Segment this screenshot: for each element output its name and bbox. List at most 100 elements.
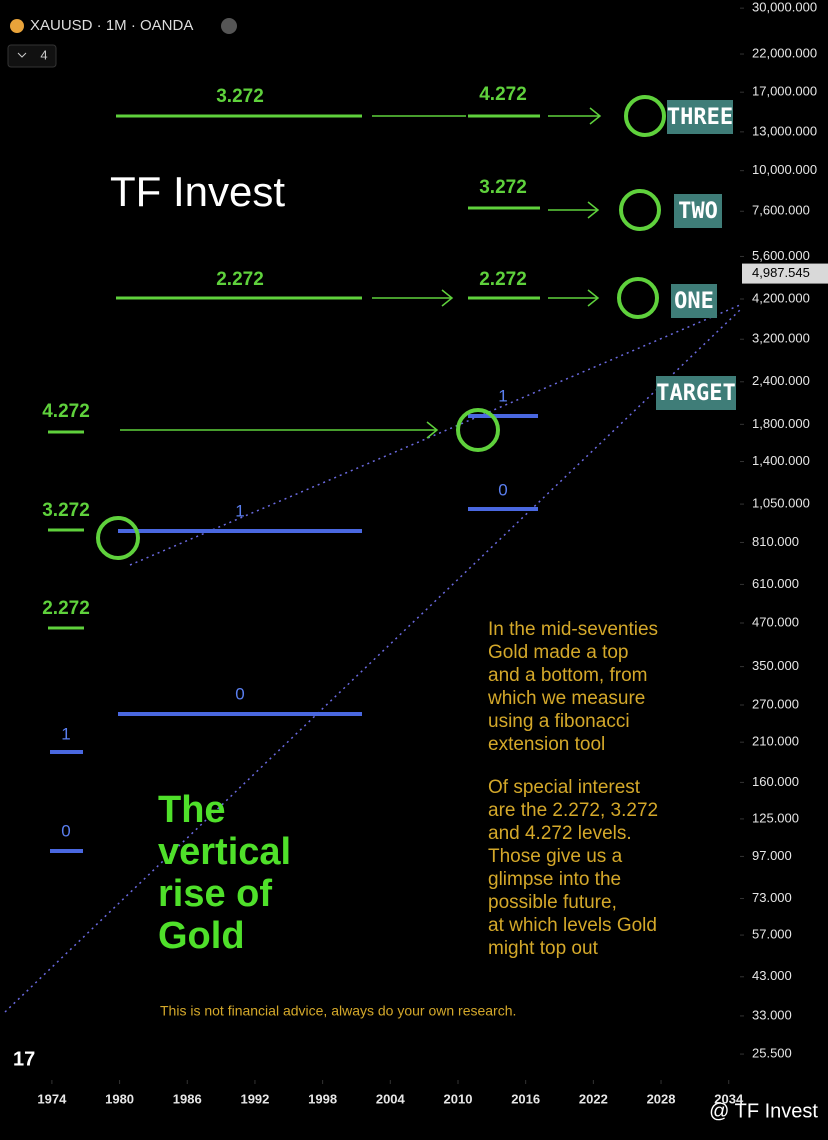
disclaimer: This is not financial advice, always do … xyxy=(160,1003,516,1019)
arrow xyxy=(548,107,602,125)
y-tick-label: 810.000 xyxy=(752,534,799,549)
top-ring xyxy=(96,516,140,560)
badge-label: TARGET xyxy=(656,381,735,406)
y-tick-label: 13,000.000 xyxy=(752,123,817,138)
x-tick-label: 1986 xyxy=(173,1091,202,1106)
arrow xyxy=(120,421,439,439)
note-line: which we measure xyxy=(487,688,645,709)
note-line: Those give us a xyxy=(488,846,623,867)
level-label: 3.272 xyxy=(216,86,264,107)
headline: rise of xyxy=(158,873,272,915)
price-tag xyxy=(742,263,828,284)
level-label: 2.272 xyxy=(42,598,90,619)
y-tick-label: 5,600.000 xyxy=(752,248,810,263)
fib-label: 0 xyxy=(498,480,507,499)
note-line: might top out xyxy=(488,938,599,959)
x-tick-label: 2016 xyxy=(511,1091,540,1106)
y-tick-label: 30,000.000 xyxy=(752,0,817,15)
y-tick-label: 97.000 xyxy=(752,848,792,863)
note-line: and a bottom, from xyxy=(488,665,647,686)
y-tick-label: 33.000 xyxy=(752,1007,792,1022)
note-line: Gold made a top xyxy=(488,642,628,663)
y-tick-label: 470.000 xyxy=(752,614,799,629)
note-line: glimpse into the xyxy=(488,869,621,890)
note-line: at which levels Gold xyxy=(488,915,657,936)
badge xyxy=(671,284,717,318)
x-tick-label: 1998 xyxy=(308,1091,337,1106)
headline: The xyxy=(158,789,226,831)
x-tick-label: 2028 xyxy=(647,1091,676,1106)
arrow xyxy=(372,289,454,307)
headline: Gold xyxy=(158,915,245,957)
target-ring xyxy=(617,277,659,319)
fib-label: 0 xyxy=(61,821,70,840)
y-tick-label: 1,400.000 xyxy=(752,453,810,468)
note-line: possible future, xyxy=(488,892,617,913)
x-tick-label: 1980 xyxy=(105,1091,134,1106)
badge xyxy=(667,100,733,134)
menu-button[interactable] xyxy=(221,18,237,34)
x-tick-label: 1974 xyxy=(37,1091,67,1106)
y-tick-label: 57.000 xyxy=(752,927,792,942)
fib-label: 1 xyxy=(61,724,70,743)
y-tick-label: 270.000 xyxy=(752,696,799,711)
y-tick-label: 25.500 xyxy=(752,1046,792,1061)
x-tick-label: 2022 xyxy=(579,1091,608,1106)
target-ring xyxy=(624,95,666,137)
chevron xyxy=(17,52,27,58)
level-label: 4.272 xyxy=(479,84,527,105)
y-tick-label: 350.000 xyxy=(752,658,799,673)
x-tick-label: 2004 xyxy=(376,1091,406,1106)
y-tick-label: 10,000.000 xyxy=(752,162,817,177)
arrow xyxy=(548,289,600,307)
y-tick-label: 125.000 xyxy=(752,810,799,825)
note-line: Of special interest xyxy=(488,777,641,798)
level-label: 2.272 xyxy=(479,269,527,290)
target-ring xyxy=(619,189,661,231)
y-tick-label: 610.000 xyxy=(752,576,799,591)
trend-line xyxy=(129,304,741,566)
y-tick-label: 73.000 xyxy=(752,890,792,905)
y-tick-label: 43.000 xyxy=(752,968,792,983)
note-line: using a fibonacci xyxy=(488,711,630,732)
y-tick-label: 1,800.000 xyxy=(752,416,810,431)
y-tick-label: 3,200.000 xyxy=(752,331,810,346)
y-tick-label: 22,000.000 xyxy=(752,45,817,60)
y-tick-label: 2,400.000 xyxy=(752,373,810,388)
x-tick-label: 2034 xyxy=(714,1091,744,1106)
title: TF Invest xyxy=(110,168,285,215)
note-line: extension tool xyxy=(488,734,605,755)
badge-label: THREE xyxy=(667,105,733,130)
indicator-count: 4 xyxy=(40,47,47,62)
badge-label: ONE xyxy=(674,289,714,314)
level-label: 4.272 xyxy=(42,401,90,422)
headline: vertical xyxy=(158,831,291,873)
badge xyxy=(656,376,736,410)
y-tick-label: 160.000 xyxy=(752,774,799,789)
x-tick-label: 1992 xyxy=(240,1091,269,1106)
note-line: In the mid-seventies xyxy=(488,619,658,640)
watermark: @ TF Invest xyxy=(709,1100,818,1122)
badge xyxy=(674,194,722,228)
level-label: 3.272 xyxy=(479,177,527,198)
y-tick-label: 210.000 xyxy=(752,734,799,749)
note-line: and 4.272 levels. xyxy=(488,823,632,844)
level-label: 2.272 xyxy=(216,269,264,290)
fib-label: 0 xyxy=(235,684,244,703)
trend-line xyxy=(4,309,741,1013)
note-line: are the 2.272, 3.272 xyxy=(488,800,658,821)
indicator-toggle[interactable] xyxy=(7,44,57,68)
x-tick-label: 2010 xyxy=(444,1091,473,1106)
badge-label: TWO xyxy=(678,199,718,224)
y-tick-label: 4,200.000 xyxy=(752,290,810,305)
fib-label: 1 xyxy=(498,386,507,405)
y-tick-label: 1,050.000 xyxy=(752,496,810,511)
top-ring xyxy=(456,408,500,452)
symbol-icon xyxy=(10,19,24,33)
y-tick-label: 17,000.000 xyxy=(752,84,817,99)
symbol: XAUUSD · 1M · OANDA xyxy=(30,17,193,34)
level-label: 3.272 xyxy=(42,500,90,521)
fib-label: 1 xyxy=(235,501,244,520)
